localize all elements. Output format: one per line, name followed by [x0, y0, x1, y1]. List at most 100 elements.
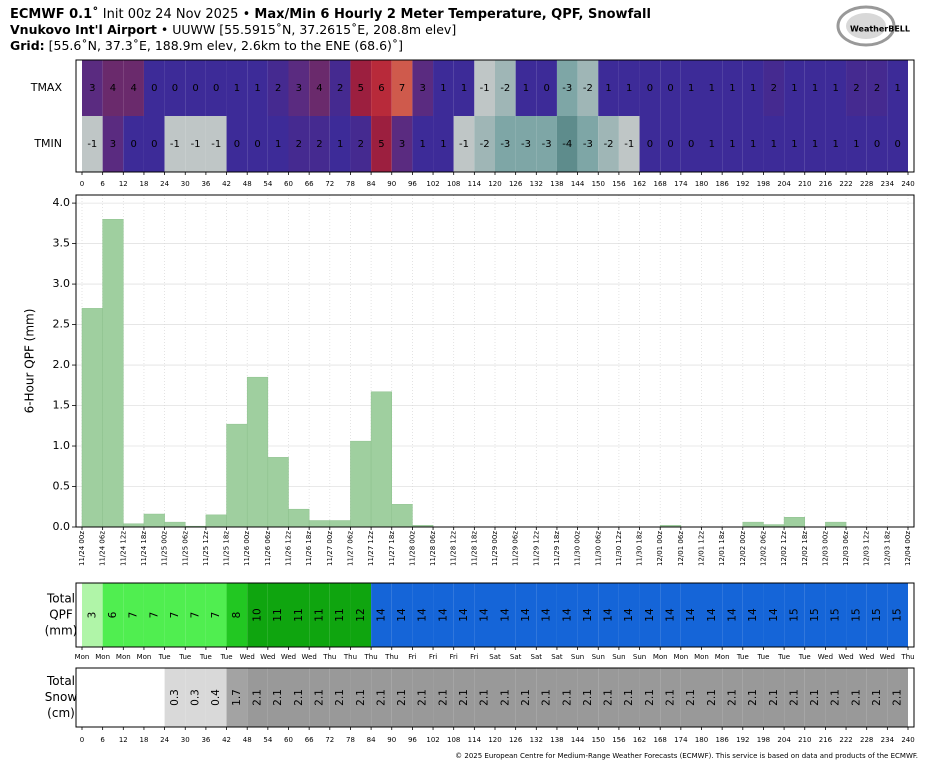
x-tick-label: 228 — [860, 180, 873, 188]
strip-cell-label: 15 — [892, 608, 904, 621]
heat-cell-label: 0 — [172, 83, 178, 94]
x-tick-label: 54 — [263, 736, 272, 744]
x-tick-label: 144 — [571, 180, 585, 188]
heat-cell-label: -2 — [604, 139, 614, 150]
strip-cell-label: 14 — [417, 608, 429, 622]
bar — [102, 219, 124, 528]
strip-cell — [309, 583, 330, 647]
strip-cell-label: 8 — [231, 612, 243, 619]
heat-cell — [205, 60, 227, 116]
strip-cell-label: 14 — [582, 608, 594, 622]
heat-cell — [536, 60, 557, 116]
heat-cell-label: 2 — [358, 139, 364, 150]
x-tick-label: 11/30 00z — [574, 531, 582, 566]
x-tick-label: 66 — [305, 736, 314, 744]
x-tick-label: 11/25 06z — [181, 531, 189, 566]
strip-cell-label: 2.1 — [252, 689, 264, 706]
strip-cell-label: 0.4 — [210, 689, 222, 706]
heat-cell — [309, 116, 330, 172]
strip-cell-label: 2.1 — [685, 689, 697, 706]
x-tick-label: 11/28 00z — [408, 531, 416, 566]
heat-cell — [784, 116, 805, 172]
heat-cell-label: 1 — [833, 139, 839, 150]
x-tick-label: 180 — [695, 736, 708, 744]
heat-cell-label: -1 — [480, 83, 490, 94]
x-tick-label: 186 — [715, 180, 729, 188]
x-tick-label: 42 — [222, 736, 231, 744]
x-tick-label: Tue — [736, 653, 749, 661]
heat-cell-label: -4 — [562, 139, 572, 150]
strip-cell-label: 2.1 — [293, 689, 305, 706]
x-tick-label: 132 — [530, 180, 543, 188]
heat-cell — [453, 60, 475, 116]
x-tick-label: 222 — [839, 180, 852, 188]
heat-cell-label: -1 — [211, 139, 221, 150]
x-tick-label: Sat — [489, 653, 501, 661]
x-tick-label: 11/27 12z — [367, 531, 375, 566]
strip-cell — [639, 668, 661, 727]
strip-cell-label: 2.1 — [747, 689, 759, 706]
heat-cell — [288, 116, 310, 172]
x-tick-label: 12/02 00z — [739, 531, 747, 566]
heat-cell-label: 1 — [254, 83, 260, 94]
heat-cell — [288, 60, 310, 116]
heat-cell — [887, 116, 908, 172]
x-tick-label: 162 — [633, 180, 646, 188]
logo-disc — [846, 13, 886, 39]
x-tick-label: 11/24 18z — [140, 531, 148, 566]
strip-cell — [536, 583, 557, 647]
strip-cell — [247, 668, 268, 727]
strip-cell — [825, 583, 847, 647]
strip-cell — [722, 668, 743, 727]
x-tick-label: 54 — [263, 180, 272, 188]
x-tick-label: 11/26 12z — [285, 531, 293, 566]
heat-cell — [247, 116, 268, 172]
heat-cell-label: 0 — [254, 139, 260, 150]
x-tick-label: 12/03 00z — [821, 531, 829, 566]
heat-cell — [267, 60, 289, 116]
strip-cell-label: 14 — [375, 608, 387, 622]
x-tick-label: 90 — [387, 736, 396, 744]
strip-cell — [329, 583, 351, 647]
y-tick-label: 3.5 — [53, 237, 71, 250]
strip-cell-label: 14 — [541, 608, 553, 622]
strip-cell-label: 7 — [148, 612, 160, 619]
x-tick-label: 108 — [447, 180, 460, 188]
strip-cell — [660, 583, 681, 647]
heat-cell-label: 1 — [688, 83, 694, 94]
bar — [205, 514, 227, 528]
heat-cell-label: -1 — [624, 139, 634, 150]
x-tick-label: 11/25 18z — [223, 531, 231, 566]
strip-cell-label: 2.1 — [768, 689, 780, 706]
heat-cell-label: -1 — [87, 139, 97, 150]
heat-cell-label: -2 — [500, 83, 510, 94]
strip-cell — [577, 583, 599, 647]
heat-cell — [722, 60, 743, 116]
heat-cell — [247, 60, 268, 116]
x-tick-label: 162 — [633, 736, 646, 744]
x-tick-label: 234 — [881, 736, 895, 744]
heat-cell-label: 1 — [750, 139, 756, 150]
y-tick-label: 1.0 — [53, 439, 71, 452]
strip-cell — [887, 583, 908, 647]
x-tick-label: Mon — [653, 653, 668, 661]
strip-cell-label: 2.1 — [479, 689, 491, 706]
row-label: TMAX — [30, 81, 63, 94]
x-tick-label: 114 — [468, 736, 482, 744]
bar — [267, 457, 289, 528]
strip-cell — [639, 583, 661, 647]
x-tick-label: Tue — [798, 653, 811, 661]
heat-cell — [123, 60, 144, 116]
x-tick-label: 126 — [509, 180, 523, 188]
x-tick-label: 48 — [243, 736, 252, 744]
heat-cell-label: 1 — [605, 83, 611, 94]
heat-cell-label: 0 — [667, 83, 673, 94]
x-tick-label: 72 — [325, 180, 334, 188]
footer: © 2025 European Centre for Medium-Range … — [455, 752, 918, 760]
heat-cell-label: 7 — [399, 83, 405, 94]
x-tick-label: 72 — [325, 736, 334, 744]
x-tick-label: Sun — [633, 653, 646, 661]
heat-cell-label: 1 — [729, 83, 735, 94]
x-tick-label: Thu — [364, 653, 378, 661]
strip-cell — [846, 668, 867, 727]
